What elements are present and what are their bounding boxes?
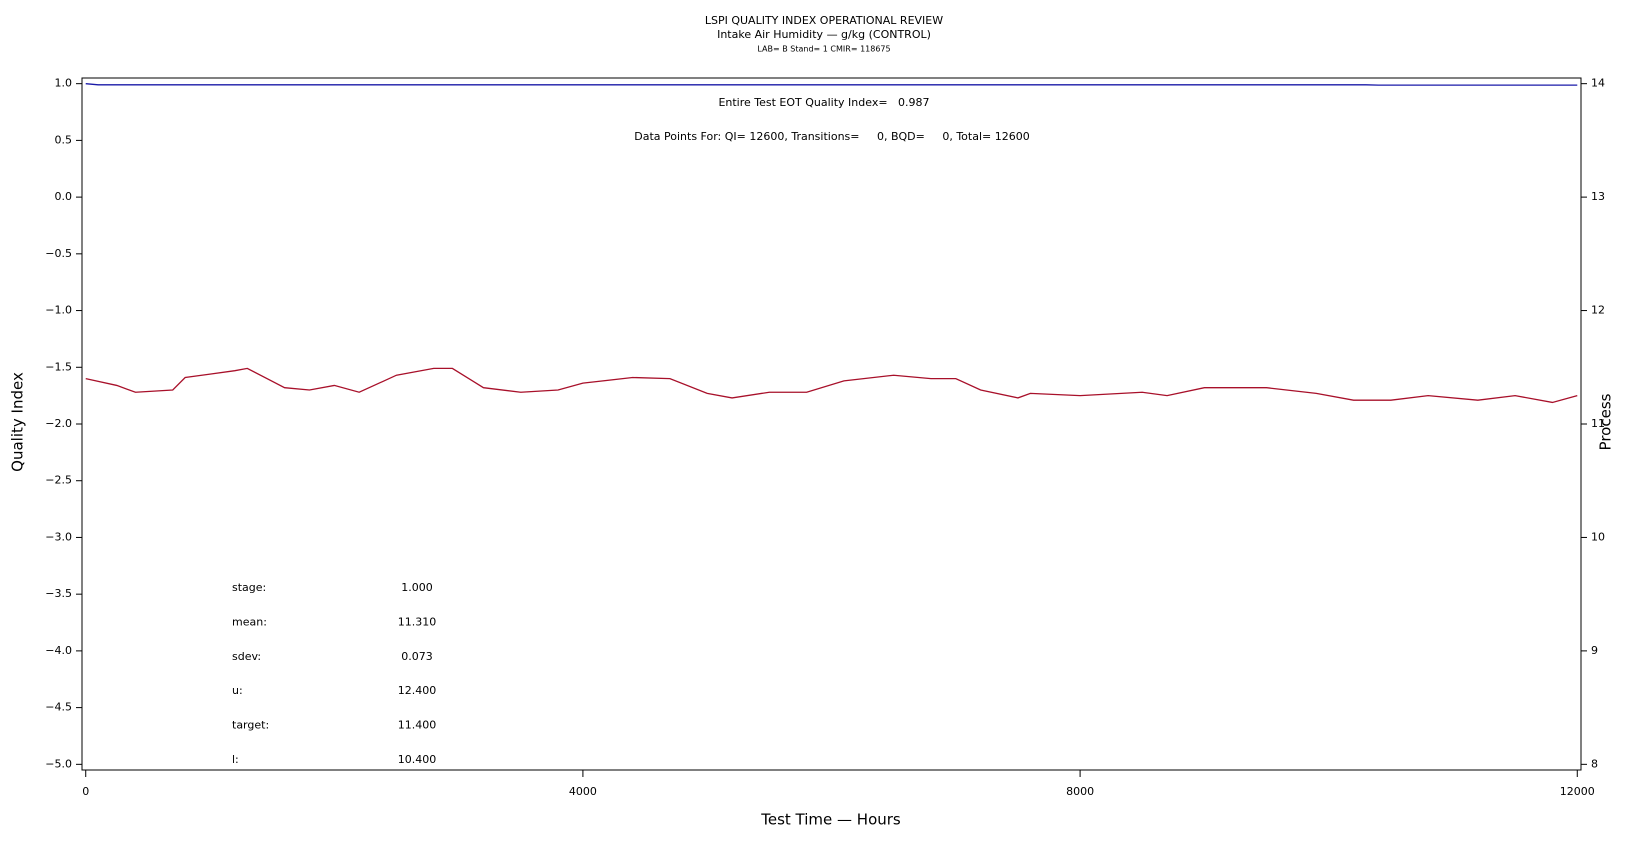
series-line — [85, 83, 1578, 86]
plot-frame — [81, 77, 1582, 771]
chart-caption: LAB= B Stand= 1 CMIR= 118675 — [757, 45, 890, 54]
stat-value: 11.310 — [398, 615, 437, 628]
chart-subtitle: Intake Air Humidity — g/kg (CONTROL) — [717, 28, 931, 41]
y2-tick-label: 14 — [1591, 77, 1605, 90]
y-tick-label: −2.5 — [45, 474, 72, 487]
stat-label: sdev: — [232, 650, 261, 663]
stat-label: target: — [232, 719, 269, 732]
x-axis-label: Test Time — Hours — [760, 811, 901, 829]
stat-value: 0.073 — [401, 650, 433, 663]
y-tick-label: 0.5 — [55, 133, 73, 146]
y2-tick-label: 9 — [1591, 644, 1598, 657]
y2-tick-label: 10 — [1591, 530, 1605, 543]
y2-tick-label: 12 — [1591, 304, 1605, 317]
y-tick-label: −1.5 — [45, 360, 72, 373]
stat-value: 11.400 — [398, 719, 437, 732]
y-tick-label: −3.0 — [45, 530, 72, 543]
x-tick-label: 4000 — [569, 785, 597, 798]
y2-axis-label: Process — [1597, 393, 1615, 450]
stat-value: 12.400 — [398, 684, 437, 697]
y-tick-label: −5.0 — [45, 757, 72, 770]
y-tick-label: −0.5 — [45, 247, 72, 260]
y-tick-label: −1.0 — [45, 304, 72, 317]
y-tick-label: 1.0 — [55, 77, 73, 90]
y-tick-label: −3.5 — [45, 587, 72, 600]
y-tick-label: −4.0 — [45, 644, 72, 657]
stat-label: u: — [232, 684, 243, 697]
y2-tick-label: 8 — [1591, 757, 1598, 770]
stat-value: 1.000 — [401, 581, 433, 594]
x-tick-label: 12000 — [1560, 785, 1595, 798]
y-tick-label: 0.0 — [55, 190, 73, 203]
x-tick-label: 8000 — [1066, 785, 1094, 798]
y2-tick-label: 11 — [1591, 417, 1605, 430]
y-axis-label: Quality Index — [9, 372, 27, 472]
y-tick-label: −2.0 — [45, 417, 72, 430]
stat-label: l: — [232, 753, 239, 766]
chart-title: LSPI QUALITY INDEX OPERATIONAL REVIEW — [705, 14, 943, 27]
y2-tick-label: 13 — [1591, 190, 1605, 203]
x-tick-label: 0 — [82, 785, 89, 798]
stat-label: stage: — [232, 581, 266, 594]
stat-label: mean: — [232, 615, 267, 628]
y-tick-label: −4.5 — [45, 701, 72, 714]
series-line — [85, 367, 1578, 404]
annotation: Data Points For: QI= 12600, Transitions=… — [634, 130, 1029, 143]
stat-value: 10.400 — [398, 753, 437, 766]
annotation: Entire Test EOT Quality Index= 0.987 — [718, 96, 929, 109]
